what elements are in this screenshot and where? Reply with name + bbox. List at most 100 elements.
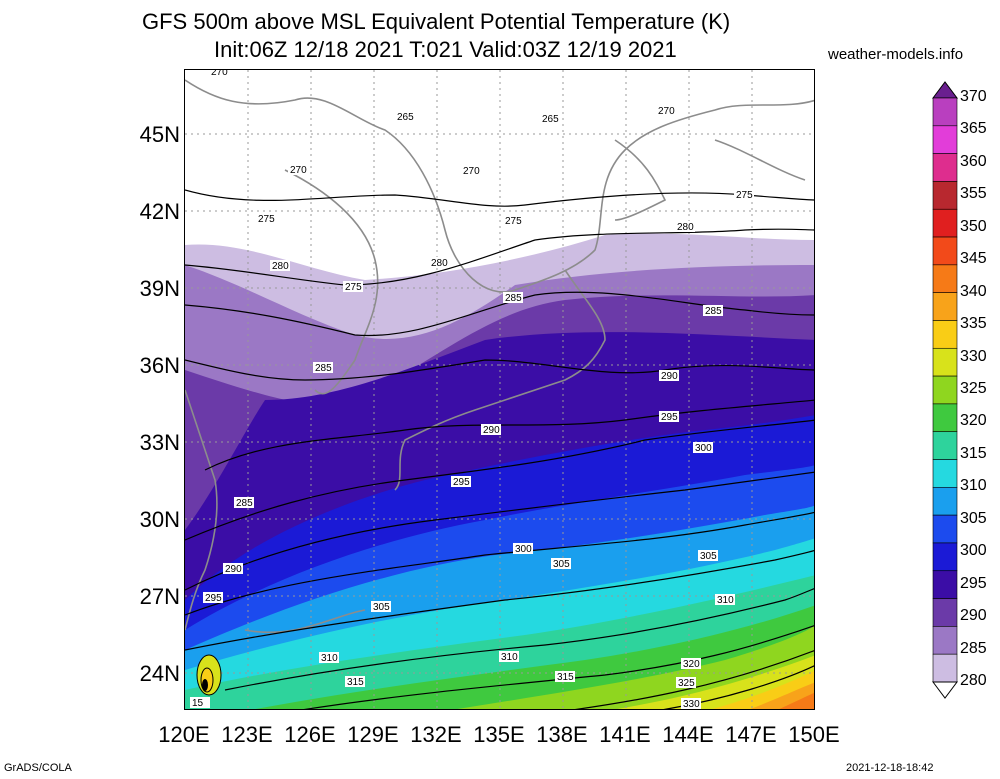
contour-label: 275 <box>736 190 753 201</box>
colorbar-swatch <box>932 97 958 127</box>
colorbar-level-label: 330 <box>960 347 987 365</box>
contour-label: 315 <box>347 677 364 688</box>
lon-label-144e: 144E <box>662 722 714 747</box>
contour-label: 310 <box>717 595 734 606</box>
colorbar-swatch <box>932 542 958 572</box>
colorbar-swatch <box>932 514 958 544</box>
contour-label-bg <box>693 442 713 453</box>
colorbar-swatch <box>932 347 958 377</box>
contour-label-bg <box>371 601 391 612</box>
lat-label-39n: 39N <box>139 276 180 301</box>
contour-label-bg <box>551 558 571 569</box>
contour-label-bg <box>555 671 575 682</box>
contour-label-bg <box>319 652 339 663</box>
colorbar-swatch <box>932 320 958 349</box>
lon-label-123e: 123E <box>221 722 273 747</box>
contour-label-bg <box>343 281 363 292</box>
contour-label: 275 <box>345 282 362 293</box>
contour-label-bg <box>270 260 290 271</box>
contour-label-bg <box>256 213 276 224</box>
colorbar <box>932 81 958 699</box>
contour-label: 285 <box>315 363 332 374</box>
colorbar-swatch <box>932 403 958 433</box>
contour-label-bg <box>659 411 679 422</box>
lon-label-147e: 147E <box>725 722 777 747</box>
colorbar-level-label: 290 <box>960 607 987 625</box>
lon-label-120e: 120E <box>158 722 210 747</box>
colorbar-level-label: 350 <box>960 217 987 235</box>
colorbar-swatch <box>932 598 958 627</box>
map-panel: 270 265 265 270 270 270 275 275 275 280 280 280 275 2… <box>184 69 815 710</box>
contour-label: 295 <box>661 412 678 423</box>
contour-label-bg <box>703 305 723 316</box>
contour-label: 300 <box>515 544 532 555</box>
contour-label: 320 <box>683 659 700 670</box>
colorbar-max-arrow <box>932 81 958 99</box>
contour-label: 290 <box>661 371 678 382</box>
contour-label: 275 <box>258 214 275 225</box>
lat-label-36n: 36N <box>139 353 180 378</box>
colorbar-level-label: 305 <box>960 509 987 527</box>
contour-label-bg <box>461 165 481 176</box>
contour-label-bg <box>656 105 676 116</box>
colorbar-level-label: 315 <box>960 444 987 462</box>
lat-label-45n: 45N <box>139 122 180 147</box>
contour-label: 305 <box>373 602 390 613</box>
lat-label-42n: 42N <box>139 199 180 224</box>
lon-label-141e: 141E <box>599 722 651 747</box>
lat-label-30n: 30N <box>139 507 180 532</box>
colorbar-min-arrow <box>932 681 958 699</box>
contour-label: 285 <box>505 293 522 304</box>
contour-label-bg <box>203 592 223 603</box>
contour-label-bg <box>223 563 243 574</box>
colorbar-swatch <box>932 181 958 210</box>
contour-label-bg <box>234 497 254 508</box>
colorbar-level-label: 280 <box>960 672 987 689</box>
colorbar-swatch <box>932 487 958 516</box>
contour-label-bg <box>190 697 210 708</box>
contour-label-bg <box>429 257 449 268</box>
contour-label-bg <box>503 215 523 226</box>
contour-label: 310 <box>501 652 518 663</box>
contour-label: 275 <box>505 216 522 227</box>
colorbar-level-label: 300 <box>960 542 987 560</box>
colorbar-swatch <box>932 431 958 460</box>
contour-label: 295 <box>453 477 470 488</box>
contour-label: 265 <box>542 114 559 125</box>
contour-label-bg <box>681 698 701 709</box>
lat-label-24n: 24N <box>139 661 180 686</box>
chart-subtitle: Init:06Z 12/18 2021 T:021 Valid:03Z 12/1… <box>214 37 677 62</box>
contour-label: 290 <box>483 425 500 436</box>
colorbar-level-label: 345 <box>960 250 987 268</box>
contour-label: 295 <box>205 593 222 604</box>
contour-label-bg <box>451 476 471 487</box>
chart-title: GFS 500m above MSL Equivalent Potential … <box>142 9 731 34</box>
colorbar-swatch <box>932 125 958 154</box>
lon-label-138e: 138E <box>536 722 588 747</box>
contour-label-bg <box>659 370 679 381</box>
contour-label: 265 <box>397 112 414 123</box>
contour-label-bg <box>681 658 701 669</box>
contour-label: 280 <box>677 222 694 233</box>
contour-label: 270 <box>290 165 307 176</box>
contour-label: 285 <box>236 498 253 509</box>
contour-label-bg <box>503 292 523 303</box>
contour-label: 310 <box>321 653 338 664</box>
colorbar-level-label: 340 <box>960 282 987 300</box>
contour-label-bg <box>395 111 415 122</box>
lon-label-129e: 129E <box>347 722 399 747</box>
contour-label-bg <box>499 651 519 662</box>
lon-label-132e: 132E <box>410 722 462 747</box>
contour-label: 270 <box>463 166 480 177</box>
lon-label-135e: 135E <box>473 722 525 747</box>
site-label: weather-models.info <box>828 46 964 63</box>
colorbar-level-label: 320 <box>960 412 987 430</box>
colorbar-level-label: 310 <box>960 477 987 495</box>
contour-label: 325 <box>678 678 695 689</box>
colorbar-level-label: 285 <box>960 639 987 657</box>
contour-label: 15 <box>192 698 204 709</box>
contour-label: 330 <box>683 699 700 710</box>
contour-label-bg <box>676 677 696 688</box>
contour-label: 270 <box>658 106 675 117</box>
lon-label-126e: 126E <box>284 722 336 747</box>
